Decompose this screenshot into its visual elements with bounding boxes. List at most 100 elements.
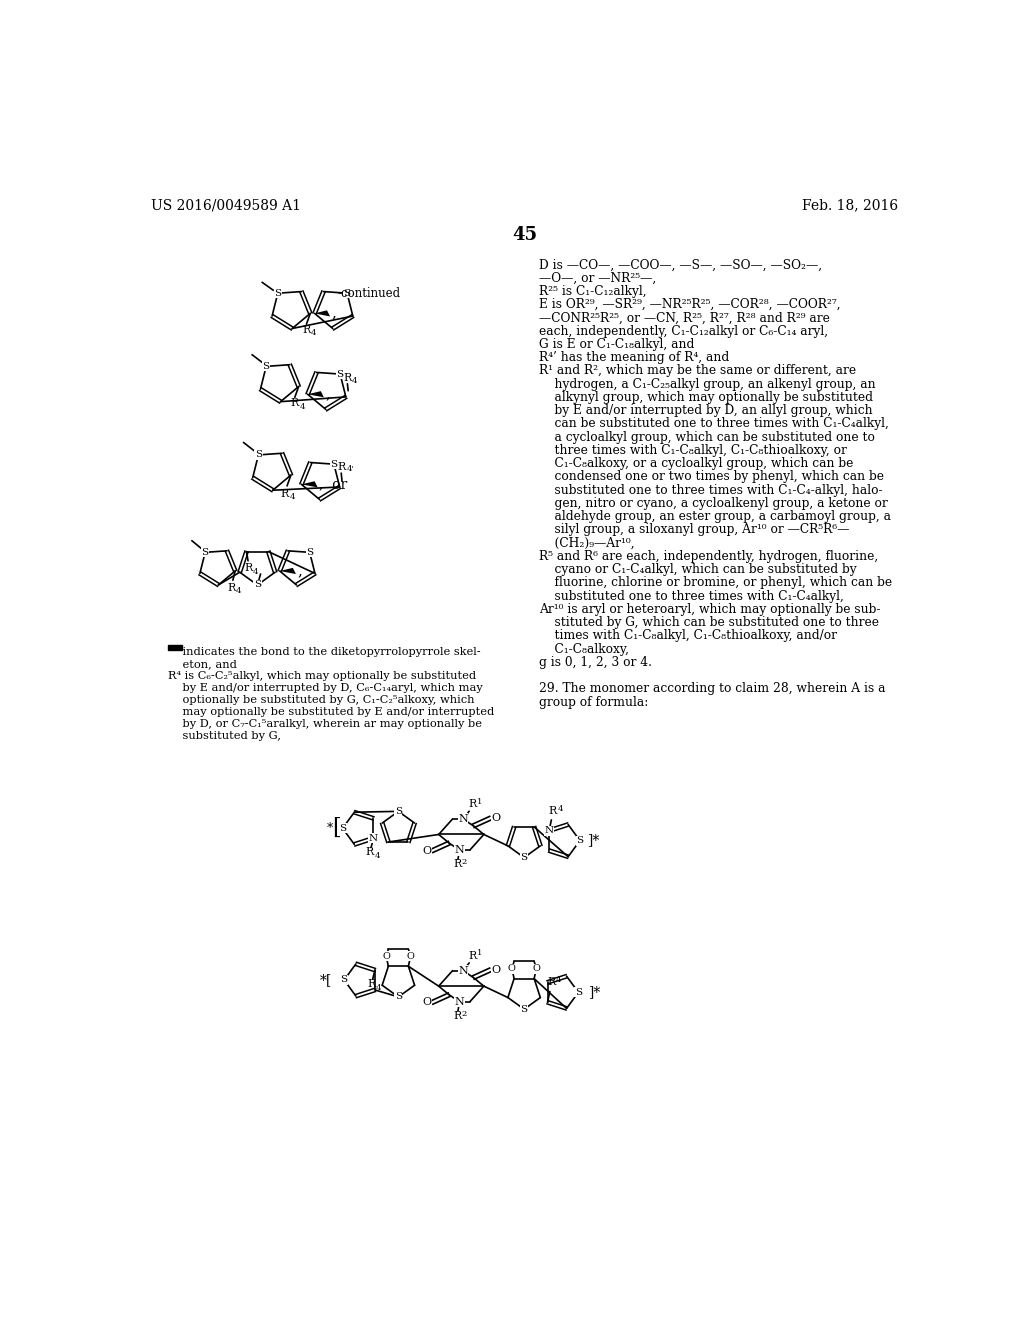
- Text: E is OR²⁹, —SR²⁹, —NR²⁵R²⁵, —COR²⁸, —COOR²⁷,: E is OR²⁹, —SR²⁹, —NR²⁵R²⁵, —COR²⁸, —COO…: [539, 298, 841, 312]
- Text: R: R: [227, 583, 236, 593]
- Text: each, independently, C₁-C₁₂alkyl or C₆-C₁₄ aryl,: each, independently, C₁-C₁₂alkyl or C₆-C…: [539, 325, 827, 338]
- Text: condensed one or two times by phenyl, which can be: condensed one or two times by phenyl, wh…: [539, 470, 884, 483]
- Text: alkynyl group, which may optionally be substituted: alkynyl group, which may optionally be s…: [539, 391, 872, 404]
- Text: C₁-C₈alkoxy, or a cycloalkyl group, which can be: C₁-C₈alkoxy, or a cycloalkyl group, whic…: [539, 457, 853, 470]
- Text: Ar¹⁰ is aryl or heteroaryl, which may optionally be sub-: Ar¹⁰ is aryl or heteroaryl, which may op…: [539, 603, 881, 616]
- Text: S: S: [331, 459, 338, 469]
- Text: 4: 4: [556, 977, 561, 985]
- Text: eton, and: eton, and: [168, 659, 238, 669]
- Text: N: N: [458, 966, 468, 975]
- Text: D is —CO—, —COO—, —S—, —SO—, —SO₂—,: D is —CO—, —COO—, —S—, —SO—, —SO₂—,: [539, 259, 822, 272]
- Text: 2: 2: [462, 858, 467, 866]
- Text: R: R: [453, 1011, 462, 1020]
- Text: N: N: [458, 814, 468, 824]
- Text: —O—, or —NR²⁵—,: —O—, or —NR²⁵—,: [539, 272, 656, 285]
- Text: 4: 4: [558, 805, 563, 813]
- Text: C₁-C₈alkoxy,: C₁-C₈alkoxy,: [539, 643, 629, 656]
- Text: *[: *[: [319, 973, 332, 987]
- Text: 29. The monomer according to claim 28, wherein A is a: 29. The monomer according to claim 28, w…: [539, 682, 886, 696]
- Text: O: O: [532, 964, 541, 973]
- Text: R⁵ and R⁶ are each, independently, hydrogen, fluorine,: R⁵ and R⁶ are each, independently, hydro…: [539, 550, 878, 562]
- Text: cyano or C₁-C₄alkyl, which can be substituted by: cyano or C₁-C₄alkyl, which can be substi…: [539, 564, 856, 576]
- Text: R: R: [468, 800, 476, 809]
- Text: 45: 45: [512, 226, 538, 244]
- Text: N: N: [545, 826, 554, 836]
- Text: silyl group, a siloxanyl group, Ar¹⁰ or —CR⁵R⁶—: silyl group, a siloxanyl group, Ar¹⁰ or …: [539, 524, 849, 536]
- Text: ]*: ]*: [588, 834, 600, 847]
- Text: S: S: [574, 987, 582, 997]
- Text: (CH₂)₉—Ar¹⁰,: (CH₂)₉—Ar¹⁰,: [539, 537, 635, 549]
- Text: S: S: [343, 289, 350, 298]
- Text: ,: ,: [332, 306, 337, 321]
- Text: O: O: [422, 846, 431, 855]
- Text: 4: 4: [376, 983, 381, 993]
- Text: R: R: [343, 372, 351, 383]
- Text: fluorine, chlorine or bromine, or phenyl, which can be: fluorine, chlorine or bromine, or phenyl…: [539, 577, 892, 589]
- Text: indicates the bond to the diketopyrrolopyrrole skel-: indicates the bond to the diketopyrrolop…: [168, 647, 481, 657]
- Text: by E and/or interrupted by D, an allyl group, which: by E and/or interrupted by D, an allyl g…: [539, 404, 872, 417]
- Text: gen, nitro or cyano, a cycloalkenyl group, a ketone or: gen, nitro or cyano, a cycloalkenyl grou…: [539, 496, 888, 510]
- Text: substituted one to three times with C₁-C₄-alkyl, halo-: substituted one to three times with C₁-C…: [539, 483, 883, 496]
- Text: R: R: [337, 462, 345, 473]
- Text: —CONR²⁵R²⁵, or —CN, R²⁵, R²⁷, R²⁸ and R²⁹ are: —CONR²⁵R²⁵, or —CN, R²⁵, R²⁷, R²⁸ and R²…: [539, 312, 829, 325]
- Text: O: O: [508, 964, 516, 973]
- Text: S: S: [395, 993, 402, 1002]
- Polygon shape: [301, 482, 317, 487]
- Text: R: R: [302, 325, 310, 335]
- Text: by E and/or interrupted by D, C₆-C₁₄aryl, which may: by E and/or interrupted by D, C₆-C₁₄aryl…: [168, 684, 483, 693]
- Text: R: R: [468, 952, 476, 961]
- Text: 4: 4: [374, 853, 380, 861]
- Text: g is 0, 1, 2, 3 or 4.: g is 0, 1, 2, 3 or 4.: [539, 656, 651, 669]
- Polygon shape: [314, 310, 330, 317]
- Text: R⁴ is C₆-C₂⁵alkyl, which may optionally be substituted: R⁴ is C₆-C₂⁵alkyl, which may optionally …: [168, 671, 476, 681]
- Text: hydrogen, a C₁-C₂₅alkyl group, an alkenyl group, an: hydrogen, a C₁-C₂₅alkyl group, an alkeny…: [539, 378, 876, 391]
- Text: three times with C₁-C₈alkyl, C₁-C₈thioalkoxy, or: three times with C₁-C₈alkyl, C₁-C₈thioal…: [539, 444, 847, 457]
- Text: S: S: [274, 289, 282, 298]
- Text: R¹ and R², which may be the same or different, are: R¹ and R², which may be the same or diff…: [539, 364, 856, 378]
- Text: optionally be substituted by G, C₁-C₂⁵alkoxy, which: optionally be substituted by G, C₁-C₂⁵al…: [168, 696, 475, 705]
- Bar: [168, 645, 182, 651]
- Text: S: S: [202, 548, 209, 557]
- Text: R: R: [291, 399, 299, 408]
- Text: S: S: [255, 450, 262, 459]
- Text: a cycloalkyl group, which can be substituted one to: a cycloalkyl group, which can be substit…: [539, 430, 874, 444]
- Text: O: O: [407, 952, 415, 961]
- Text: N: N: [369, 834, 378, 842]
- Text: R²⁵ is C₁-C₁₂alkyl,: R²⁵ is C₁-C₁₂alkyl,: [539, 285, 646, 298]
- Text: 4: 4: [299, 403, 305, 411]
- Text: S: S: [520, 853, 527, 862]
- Text: N: N: [455, 997, 465, 1007]
- Text: aldehyde group, an ester group, a carbamoyl group, a: aldehyde group, an ester group, a carbam…: [539, 510, 891, 523]
- Text: ,: ,: [326, 387, 331, 401]
- Text: may optionally be substituted by E and/or interrupted: may optionally be substituted by E and/o…: [168, 708, 495, 717]
- Text: *: *: [327, 822, 333, 834]
- Text: N: N: [455, 845, 465, 855]
- Text: 1: 1: [477, 949, 482, 957]
- Text: S: S: [337, 370, 344, 379]
- Text: R: R: [281, 488, 289, 499]
- Text: R⁴’ has the meaning of R⁴, and: R⁴’ has the meaning of R⁴, and: [539, 351, 729, 364]
- Text: ,: ,: [298, 564, 302, 578]
- Text: ]*: ]*: [589, 985, 601, 999]
- Text: by D, or C₇-C₁⁵aralkyl, wherein ar may optionally be: by D, or C₇-C₁⁵aralkyl, wherein ar may o…: [168, 719, 482, 729]
- Text: group of formula:: group of formula:: [539, 696, 648, 709]
- Text: G is E or C₁-C₁₈alkyl, and: G is E or C₁-C₁₈alkyl, and: [539, 338, 694, 351]
- Text: O: O: [492, 813, 501, 824]
- Text: 4: 4: [352, 376, 357, 384]
- Text: R: R: [549, 805, 557, 816]
- Text: S: S: [262, 362, 269, 371]
- Text: [: [: [332, 817, 341, 840]
- Text: Feb. 18, 2016: Feb. 18, 2016: [802, 198, 898, 213]
- Text: 1: 1: [477, 797, 482, 805]
- Text: substituted by G,: substituted by G,: [168, 731, 282, 741]
- Text: 4: 4: [311, 330, 316, 338]
- Text: 4: 4: [236, 587, 242, 595]
- Text: 2: 2: [462, 1010, 467, 1018]
- Text: S: S: [306, 548, 313, 557]
- Text: S: S: [577, 836, 584, 845]
- Text: times with C₁-C₈alkyl, C₁-C₈thioalkoxy, and/or: times with C₁-C₈alkyl, C₁-C₈thioalkoxy, …: [539, 630, 837, 643]
- Text: R: R: [453, 859, 462, 869]
- Text: -continued: -continued: [337, 286, 400, 300]
- Text: R: R: [244, 564, 252, 573]
- Text: O: O: [382, 952, 390, 961]
